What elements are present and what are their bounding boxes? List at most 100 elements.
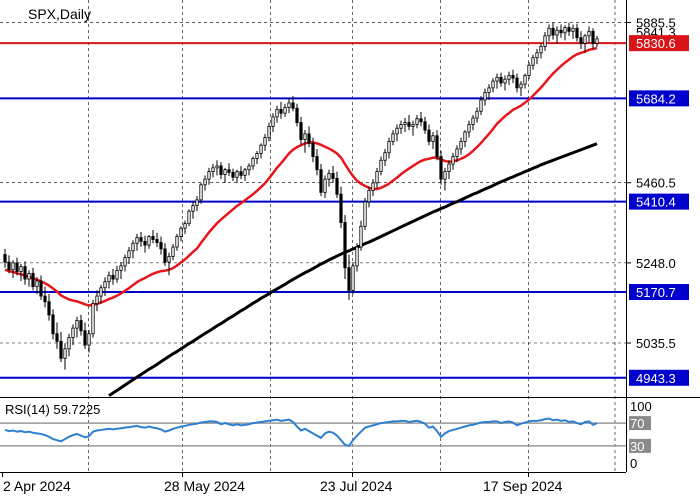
candle-body	[275, 108, 279, 118]
candle-body	[123, 257, 127, 267]
candle-body	[543, 35, 547, 47]
candle-body	[351, 265, 355, 291]
candle-body	[139, 237, 143, 242]
candle-body	[235, 171, 239, 178]
y-tick-label: 5885.5	[636, 15, 676, 30]
candle-body	[163, 248, 167, 263]
candle-body	[307, 133, 311, 144]
candle-body	[183, 223, 187, 229]
candle-body	[335, 177, 339, 195]
candle-body	[459, 141, 463, 150]
candle-body	[215, 165, 219, 169]
candle-body	[43, 295, 47, 303]
candle-body	[211, 167, 215, 172]
rsi-line	[4, 417, 598, 448]
candle-body	[23, 266, 27, 280]
candle-body	[259, 144, 263, 154]
candle-body	[227, 169, 231, 173]
candle-body	[119, 265, 123, 271]
candle-body	[479, 99, 483, 112]
candle-body	[51, 314, 55, 335]
candle-body	[547, 27, 551, 37]
candle-body	[387, 141, 391, 154]
candle-body	[323, 178, 327, 193]
candles	[3, 22, 599, 370]
candle-body	[199, 184, 203, 201]
y-axis-labels: 5885.55460.55248.05035.55841.35830.65684…	[626, 15, 689, 471]
candle-body	[79, 320, 83, 332]
candle-body	[283, 107, 287, 114]
candle-body	[55, 333, 59, 342]
candle-body	[415, 118, 419, 125]
candle-body	[383, 152, 387, 161]
candle-body	[99, 287, 103, 297]
candle-body	[375, 171, 379, 184]
level-label-bg	[629, 193, 689, 210]
candle-body	[159, 242, 163, 250]
candle-body	[395, 127, 399, 135]
candle-body	[327, 173, 331, 180]
candle-body	[291, 102, 295, 109]
candle-body	[539, 45, 543, 54]
candle-body	[487, 87, 491, 93]
candle-body	[423, 121, 427, 131]
candle-body	[155, 239, 159, 243]
candle-body	[267, 125, 271, 139]
candle-body	[179, 227, 183, 237]
candle-body	[491, 80, 495, 89]
candle-body	[455, 148, 459, 157]
candle-body	[107, 274, 111, 283]
y-tick-label: 5035.5	[636, 336, 676, 351]
candle-body	[567, 27, 571, 32]
candle-body	[243, 169, 247, 176]
candle-body	[59, 340, 63, 359]
candle-body	[315, 156, 319, 171]
candle-body	[447, 163, 451, 173]
candle-body	[523, 75, 527, 85]
horizontal-levels	[0, 42, 626, 379]
level-label-bg	[629, 35, 689, 52]
candle-body	[195, 199, 199, 206]
candle-body	[579, 37, 583, 44]
x-tick-label: 28 May 2024	[164, 478, 245, 494]
candle-body	[559, 29, 563, 34]
candle-body	[103, 281, 107, 289]
candle-body	[251, 157, 255, 167]
rsi-tick-label: 0	[630, 456, 637, 471]
candle-body	[463, 131, 467, 142]
candle-body	[499, 76, 503, 84]
level-label-bg	[629, 369, 689, 386]
candle-body	[391, 133, 395, 142]
candle-body	[575, 27, 579, 39]
candle-body	[143, 240, 147, 246]
candle-body	[535, 52, 539, 59]
chart-title: SPX,Daily	[28, 6, 91, 22]
candle-body	[135, 237, 139, 244]
candle-body	[551, 27, 555, 36]
candle-body	[443, 171, 447, 180]
candle-body	[379, 159, 383, 173]
rsi-level-label-bg	[629, 438, 651, 453]
candle-body	[3, 254, 7, 263]
candle-body	[299, 122, 303, 140]
candle-body	[519, 83, 523, 89]
candle-body	[359, 225, 363, 248]
candle-body	[583, 35, 587, 44]
x-tick-label: 2 Apr 2024	[3, 478, 71, 494]
candle-body	[475, 110, 479, 119]
candle-body	[435, 135, 439, 157]
candle-body	[231, 171, 235, 178]
candle-body	[419, 118, 423, 123]
candle-body	[175, 236, 179, 248]
candle-body	[31, 273, 35, 288]
candle-body	[427, 129, 431, 142]
candle-body	[191, 205, 195, 212]
candle-body	[303, 133, 307, 140]
candle-body	[439, 156, 443, 180]
candle-body	[347, 267, 351, 291]
candle-body	[527, 64, 531, 76]
level-label: 5684.2	[636, 91, 676, 106]
candle-body	[507, 75, 511, 80]
candle-body	[87, 333, 91, 346]
candle-body	[71, 327, 75, 338]
